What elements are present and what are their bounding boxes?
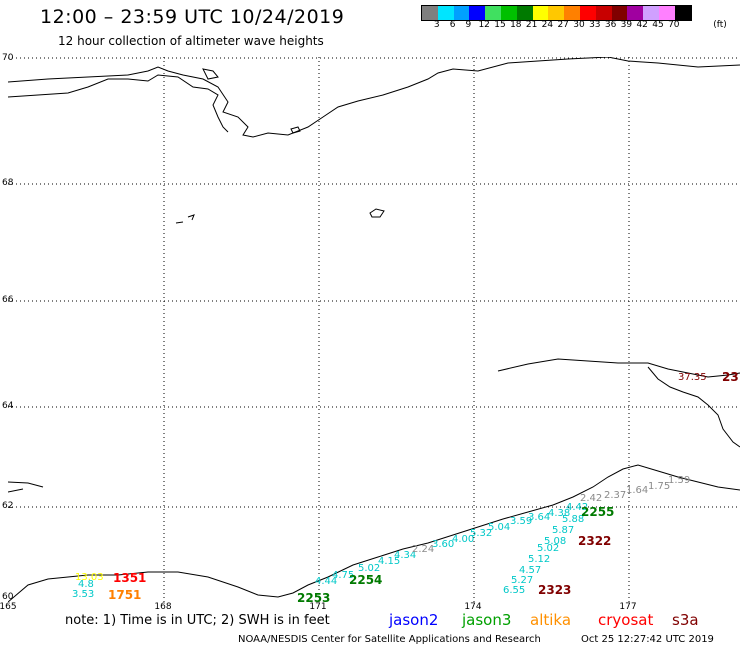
wave-height-label: 4.00 (452, 534, 475, 545)
color-scale-swatch (437, 6, 454, 20)
color-scale-label: 30 (573, 20, 585, 30)
wave-height-label: 4.57 (519, 565, 542, 576)
pass-time-label: 2255 (581, 505, 615, 519)
pass-time-label: 23 (722, 370, 739, 384)
lat-label-70: 70 (2, 53, 14, 63)
color-scale-swatch (579, 6, 596, 20)
pass-time-label: 2254 (349, 573, 383, 587)
legend-cryosat: cryosat (598, 611, 654, 629)
lon-label-168: 168 (154, 602, 172, 612)
color-scale-swatch (627, 6, 644, 20)
wave-height-label: 5.87 (552, 525, 575, 536)
color-scale-label: 42 (636, 20, 648, 30)
legend-jason3: jason3 (462, 611, 512, 629)
color-scale-swatch (658, 6, 675, 20)
wave-height-label: 5.32 (470, 528, 493, 539)
lat-label-60: 60 (2, 592, 14, 602)
pass-time-label: 37.35 (678, 372, 707, 383)
color-scale-label: 24 (541, 20, 554, 30)
color-scale-bar (421, 5, 692, 21)
color-scale-swatch (469, 6, 486, 20)
wave-height-label: 3.60 (432, 539, 455, 550)
color-scale-swatch (453, 6, 470, 20)
wave-height-label: 2.42 (580, 493, 603, 504)
color-scale-swatch (674, 6, 691, 20)
color-scale-label: 36 (604, 20, 617, 30)
color-scale-swatch (564, 6, 580, 20)
wave-height-label: 6.55 (503, 585, 526, 596)
color-scale-label: 21 (525, 20, 538, 30)
graticule (8, 57, 740, 602)
color-scale-label: 9 (465, 20, 472, 30)
pass-time-label: 1351 (113, 571, 147, 585)
wave-height-label: 4.42 (566, 502, 589, 513)
color-scale-swatch (532, 6, 549, 20)
wave-height-label: 5.27 (511, 575, 534, 586)
wave-height-label: 4.34 (394, 550, 417, 561)
credit-text: NOAA/NESDIS Center for Satellite Applica… (238, 634, 541, 645)
wave-height-label: 4.44 (315, 576, 338, 587)
timestamp: Oct 25 12:27:42 UTC 2019 (581, 634, 714, 645)
color-scale-swatch (422, 6, 438, 20)
wave-height-label: 3.53 (72, 589, 95, 600)
color-scale-label: 6 (449, 20, 456, 30)
lon-label-174: 174 (464, 602, 482, 612)
color-scale-label: 12 (478, 20, 490, 30)
wave-height-label: 2.37 (604, 490, 627, 501)
color-scale-swatch (548, 6, 565, 20)
legend-s3a: s3a (672, 611, 699, 629)
page-title: 12:00 – 23:59 UTC 10/24/2019 (40, 6, 345, 28)
color-scale-label: 33 (589, 20, 601, 30)
wave-height-label: 5.02 (358, 563, 381, 574)
lat-label-66: 66 (2, 295, 14, 305)
pass-time-label: 2253 (297, 591, 331, 605)
color-scale-label: 15 (494, 20, 506, 30)
wave-height-label: 5.12 (528, 554, 551, 565)
lat-label-68: 68 (2, 178, 14, 188)
wave-height-label: 4.15 (378, 556, 401, 567)
color-scale-label: 39 (620, 20, 633, 30)
wave-height-label: 5.04 (488, 522, 511, 533)
pass-time-label: 1751 (108, 588, 142, 602)
wave-height-label: 3.59 (510, 516, 533, 527)
pass-time-label: 2322 (578, 534, 612, 548)
wave-height-label: 5.02 (537, 543, 560, 554)
color-scale-swatch (485, 6, 501, 20)
wave-height-label: 1.59 (668, 475, 691, 486)
map-area (8, 57, 740, 602)
color-scale-swatch (595, 6, 612, 20)
wave-height-label: 4.75 (332, 570, 355, 581)
coastline (8, 57, 740, 602)
wave-height-label: 4.8 (78, 579, 94, 590)
wave-height-label: 1.75 (648, 481, 671, 492)
color-scale-label: 18 (510, 20, 522, 30)
lat-label-62: 62 (2, 501, 14, 511)
wave-height-label: 5.88 (562, 514, 585, 525)
color-scale-swatch (611, 6, 628, 20)
lat-label-64: 64 (2, 401, 14, 411)
wave-height-label: 5.08 (544, 536, 567, 547)
wave-height-label: 2.24 (412, 544, 435, 555)
page-subtitle: 12 hour collection of altimeter wave hei… (58, 34, 324, 48)
wave-height-label: 1.64 (626, 485, 649, 496)
color-scale-label: 3 (433, 20, 440, 30)
pass-time-label: 2323 (538, 583, 572, 597)
color-scale-label: 45 (652, 20, 664, 30)
legend-jason2: jason2 (389, 611, 439, 629)
legend-altika: altika (530, 611, 572, 629)
lon-label-171: 171 (309, 602, 327, 612)
lon-label-165: 165 (0, 602, 17, 612)
footer-note: note: 1) Time is in UTC; 2) SWH is in fe… (65, 613, 330, 628)
color-scale-swatch (516, 6, 533, 20)
color-scale-swatch (500, 6, 517, 20)
color-scale-swatch (643, 6, 659, 20)
wave-height-label: 3.64 (528, 512, 551, 523)
color-scale-label: 27 (557, 20, 569, 30)
pass-time-label: 13.03 (75, 572, 104, 583)
color-scale-unit: (ft) (713, 20, 727, 30)
color-scale-label: 70 (668, 20, 680, 30)
lon-label-177: 177 (619, 602, 637, 612)
wave-height-label: 4.38 (548, 508, 571, 519)
